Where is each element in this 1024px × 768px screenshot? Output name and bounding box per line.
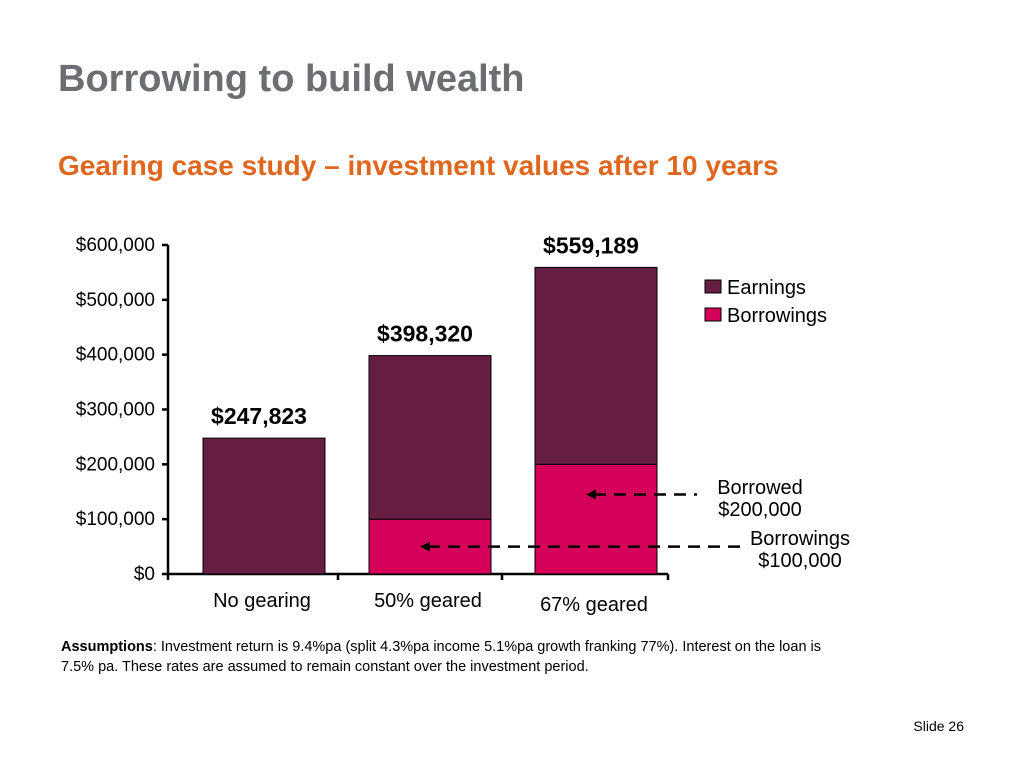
y-tick-label: $400,000 [76, 345, 155, 366]
assumptions-label: Assumptions [61, 639, 153, 655]
annotation-arrowhead [586, 489, 596, 500]
bar-total-label: $559,189 [543, 232, 639, 258]
bar-borrowings [534, 463, 658, 575]
bar-earnings [534, 266, 658, 465]
y-tick-label: $300,000 [76, 400, 155, 421]
slide-subtitle: Gearing case study – investment values a… [58, 150, 779, 181]
category-label: 67% geared [540, 594, 648, 616]
bar-total-label: $247,823 [211, 403, 307, 429]
category-label: 50% geared [374, 590, 482, 612]
bar-earnings [368, 355, 492, 520]
category-label: No gearing [213, 590, 311, 612]
y-tick-label: $500,000 [76, 290, 155, 311]
slide-title: Borrowing to build wealth [58, 58, 525, 100]
y-tick-label: $100,000 [76, 509, 155, 530]
legend-label: Borrowings [727, 305, 827, 327]
y-tick-label: $600,000 [76, 235, 155, 256]
annotation-label: Borrowed [717, 477, 803, 499]
annotation-label: Borrowings [750, 528, 850, 550]
slide-number: Slide 26 [913, 718, 964, 734]
y-tick-label: $0 [134, 564, 155, 585]
legend-label: Earnings [727, 277, 806, 299]
bar-total-label: $398,320 [377, 321, 473, 347]
legend-swatch [704, 279, 722, 294]
annotation-value: $200,000 [718, 499, 801, 521]
assumptions-text: : Investment return is 9.4%pa (split 4.3… [61, 639, 822, 675]
bar-earnings [202, 437, 326, 575]
assumptions-note: Assumptions: Investment return is 9.4%pa… [61, 637, 821, 677]
legend-swatch [704, 307, 722, 322]
y-tick-label: $200,000 [76, 454, 155, 475]
investment-chart: $0 $100,000 $200,000 $300,000 $400,000 $500,0… [76, 232, 850, 616]
annotation-value: $100,000 [758, 550, 841, 572]
annotation-arrowhead [420, 541, 430, 552]
